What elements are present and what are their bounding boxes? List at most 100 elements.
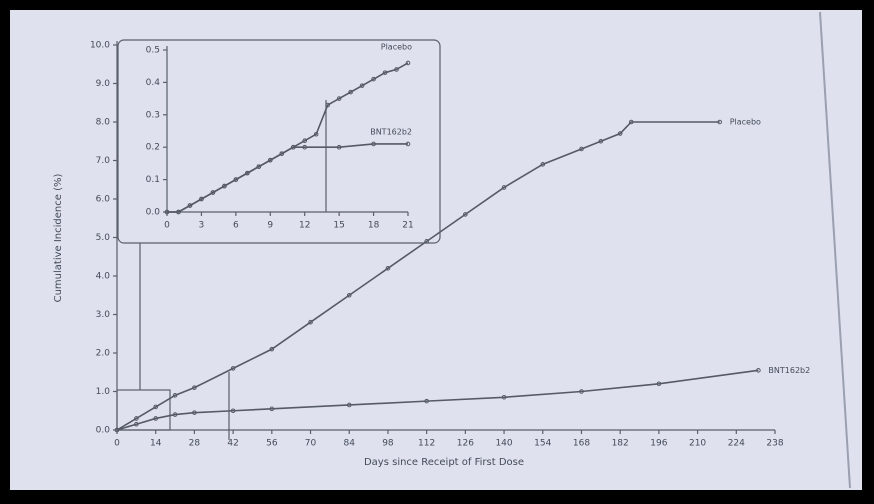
- y-axis-label: Cumulative Incidence (%): [53, 174, 64, 303]
- y-tick-label: 3.0: [96, 310, 111, 320]
- x-tick-label: 18: [368, 221, 380, 231]
- x-tick-label: 140: [495, 439, 512, 449]
- y-tick-label: 5.0: [96, 233, 111, 243]
- x-tick-label: 6: [233, 221, 239, 231]
- point: [279, 151, 285, 156]
- y-tick-label: 10.0: [90, 41, 110, 51]
- point: [424, 239, 429, 244]
- y-tick-label: 0.3: [146, 110, 160, 120]
- point: [598, 138, 604, 144]
- x-tick-label: 12: [299, 221, 310, 231]
- point: [579, 389, 584, 394]
- point: [290, 144, 296, 150]
- point: [230, 366, 236, 371]
- point: [405, 60, 411, 66]
- point: [172, 393, 178, 398]
- point: [336, 96, 342, 101]
- point: [501, 394, 507, 400]
- point: [717, 119, 723, 125]
- series-label: BNT162b2: [768, 366, 810, 375]
- point: [230, 408, 236, 414]
- series-line: [116, 369, 759, 431]
- inset-frame: [117, 39, 441, 244]
- point: [269, 346, 275, 352]
- x-tick-label: 112: [418, 439, 435, 449]
- point: [153, 404, 159, 410]
- point: [359, 83, 365, 88]
- x-axis-label: Days since Receipt of First Dose: [364, 457, 524, 468]
- point: [172, 412, 178, 417]
- y-tick-label: 0.5: [146, 46, 160, 56]
- point: [346, 292, 352, 298]
- series-label: Placebo: [381, 42, 412, 51]
- point: [302, 144, 308, 150]
- y-tick-label: 6.0: [96, 195, 111, 205]
- point: [579, 146, 584, 152]
- x-tick-label: 196: [650, 439, 667, 449]
- x-tick-label: 224: [728, 439, 745, 449]
- series-label: BNT162b2: [370, 127, 412, 136]
- x-tick-label: 15: [333, 221, 344, 231]
- y-tick-label: 2.0: [96, 349, 111, 359]
- x-tick-label: 84: [344, 439, 356, 449]
- series-line: [116, 121, 720, 431]
- point: [540, 162, 546, 167]
- paper-edge: [819, 11, 851, 489]
- point: [134, 416, 139, 421]
- series-label: Placebo: [730, 118, 761, 127]
- x-tick-label: 9: [267, 221, 273, 231]
- y-tick-label: 1.0: [96, 387, 111, 397]
- point: [308, 319, 313, 325]
- point: [269, 406, 275, 412]
- point: [302, 138, 308, 144]
- point: [628, 119, 634, 125]
- point: [424, 398, 429, 404]
- point: [346, 402, 352, 408]
- series-line: [167, 143, 408, 213]
- point: [348, 89, 353, 95]
- point: [336, 144, 342, 150]
- point: [134, 421, 139, 427]
- point: [501, 185, 507, 190]
- point: [371, 76, 376, 82]
- x-tick-label: 28: [189, 439, 201, 449]
- x-tick-label: 168: [573, 439, 590, 449]
- point: [371, 141, 376, 147]
- x-tick-label: 3: [199, 221, 205, 231]
- point: [267, 157, 273, 163]
- point: [192, 385, 197, 390]
- point: [756, 368, 761, 373]
- point: [656, 381, 662, 387]
- point: [114, 427, 120, 433]
- point: [394, 67, 399, 72]
- x-tick-label: 182: [612, 439, 629, 449]
- point: [233, 177, 239, 182]
- point: [199, 196, 204, 202]
- y-tick-label: 0.0: [96, 426, 111, 436]
- x-tick-label: 98: [382, 439, 394, 449]
- y-tick-label: 0.4: [146, 78, 161, 88]
- point: [385, 266, 391, 271]
- point: [245, 170, 250, 176]
- x-tick-label: 21: [402, 221, 413, 231]
- point: [405, 141, 411, 147]
- point: [463, 212, 468, 217]
- y-tick-label: 8.0: [96, 118, 111, 128]
- point: [222, 183, 227, 189]
- y-tick-label: 7.0: [96, 156, 111, 166]
- point: [617, 131, 623, 136]
- x-tick-label: 70: [305, 439, 317, 449]
- point: [382, 70, 388, 75]
- point: [176, 209, 181, 215]
- point: [153, 416, 159, 421]
- y-tick-label: 0.2: [146, 143, 160, 153]
- x-tick-label: 238: [766, 439, 783, 449]
- x-tick-label: 0: [164, 221, 170, 231]
- x-tick-label: 210: [689, 439, 706, 449]
- y-tick-label: 9.0: [96, 79, 111, 89]
- point: [325, 102, 330, 108]
- y-tick-label: 0.1: [146, 175, 160, 185]
- x-tick-label: 42: [227, 439, 238, 449]
- point: [313, 131, 319, 137]
